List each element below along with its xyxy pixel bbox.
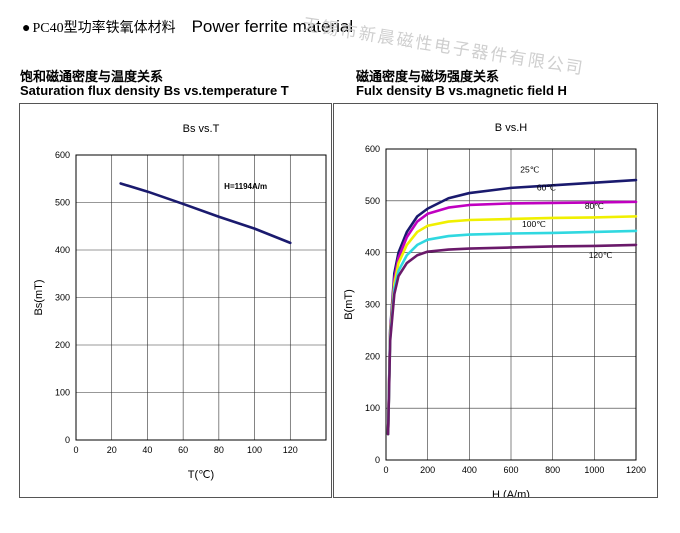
y-tick-label: 600 [365,144,380,154]
chart-title: B vs.H [495,122,527,134]
y-tick-label: 100 [365,403,380,413]
y-tick-label: 400 [55,245,70,255]
left-panel-title-cn: 饱和磁通密度与温度关系 [20,69,164,84]
y-tick-label: 300 [365,300,380,310]
page-header: ● PC40型功率铁氧体材料 Power ferrite material [22,14,353,40]
left-panel-title-en: Saturation flux density Bs vs.temperatur… [20,83,289,98]
series-line [119,182,292,245]
material-title-en: Power ferrite material [191,17,354,36]
y-axis-label: B(mT) [343,289,355,320]
x-tick-label: 600 [503,465,518,475]
y-tick-label: 200 [365,351,380,361]
series-line-120℃ [386,243,638,436]
series-label-100℃: 100℃ [522,219,546,229]
b-vs-h-panel: 0 200 400 600 800 1000 1200 0 100 200 300 400 500 600… [333,103,658,501]
y-tick-label: 500 [55,198,70,208]
bs-vs-t-chart: 0 20 40 60 80 100 120 0 100 200 300 400 500 600 Bs vs.… [33,123,327,481]
x-tick-label: 120 [283,445,298,455]
y-tick-label: 500 [365,196,380,206]
y-tick-label: 200 [55,340,70,350]
material-title-cn: PC40型功率铁氧体材料 [32,21,176,36]
plot-frame [75,154,327,441]
x-axis-label: T(℃) [188,469,214,481]
y-tick-label: 0 [65,435,70,445]
right-panel-title-en: Fulx density B vs.magnetic field H [356,83,567,98]
x-tick-label: 0 [73,445,78,455]
x-tick-label: 400 [462,465,477,475]
x-tick-label: 40 [142,445,152,455]
x-tick-label: 20 [107,445,117,455]
right-panel-title-cn: 磁通密度与磁场强度关系 [356,69,500,84]
series-label-60℃: 60℃ [537,182,556,192]
x-tick-label: 200 [420,465,435,475]
x-tick-label: 0 [383,465,388,475]
y-tick-label: 400 [365,248,380,258]
chart-title: Bs vs.T [183,123,220,135]
x-tick-label: 80 [214,445,224,455]
x-tick-label: 1200 [626,465,646,475]
series-line-60℃ [386,200,638,436]
x-axis-label: H (A/m) [492,489,530,497]
bullet: ● [22,19,31,35]
x-tick-label: 100 [247,445,262,455]
series-label-120℃: 120℃ [589,250,613,260]
y-tick-label: 600 [55,150,70,160]
b-vs-h-chart: 0 200 400 600 800 1000 1200 0 100 200 300 400 500 600… [343,122,646,501]
y-tick-label: 100 [55,388,70,398]
y-axis-label: Bs(mT) [33,279,45,315]
x-tick-label: 60 [178,445,188,455]
y-tick-label: 300 [55,293,70,303]
series-label-25℃: 25℃ [520,164,539,174]
y-tick-label: 0 [375,455,380,465]
plot-frame [385,148,637,461]
x-tick-label: 800 [545,465,560,475]
bs-vs-t-panel: 0 20 40 60 80 100 120 0 100 200 300 400 500 600 Bs vs.… [19,103,332,498]
chart-annotation: H=1194A/m [224,182,267,191]
series-line-100℃ [386,229,638,436]
series-label-80℃: 80℃ [585,201,604,211]
x-tick-label: 1000 [584,465,604,475]
